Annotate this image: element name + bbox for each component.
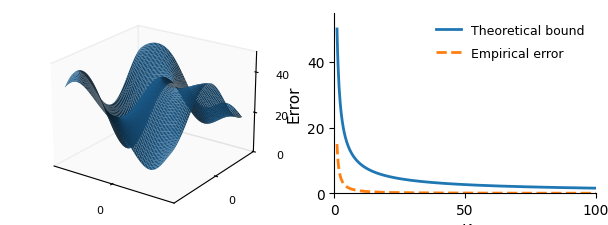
Empirical error — [474, 192, 481, 195]
Empirical error — [592, 192, 599, 195]
Empirical error — [586, 192, 593, 195]
X-axis label: K: K — [460, 223, 470, 225]
Theoretical bound — [474, 184, 481, 187]
Empirical error — [456, 192, 463, 195]
Theoretical bound — [592, 187, 599, 190]
Empirical error — [333, 143, 340, 146]
Theoretical bound — [458, 183, 465, 186]
Theoretical bound — [333, 29, 340, 31]
Theoretical bound — [456, 183, 463, 186]
Theoretical bound — [586, 187, 593, 190]
Empirical error — [458, 192, 465, 195]
Empirical error — [488, 192, 495, 195]
Line: Empirical error: Empirical error — [337, 144, 596, 193]
Legend: Theoretical bound, Empirical error: Theoretical bound, Empirical error — [431, 20, 590, 65]
Theoretical bound — [488, 184, 495, 187]
Theoretical bound — [545, 186, 553, 189]
Empirical error — [545, 192, 553, 195]
Line: Theoretical bound: Theoretical bound — [337, 30, 596, 188]
Y-axis label: Error: Error — [286, 85, 302, 122]
